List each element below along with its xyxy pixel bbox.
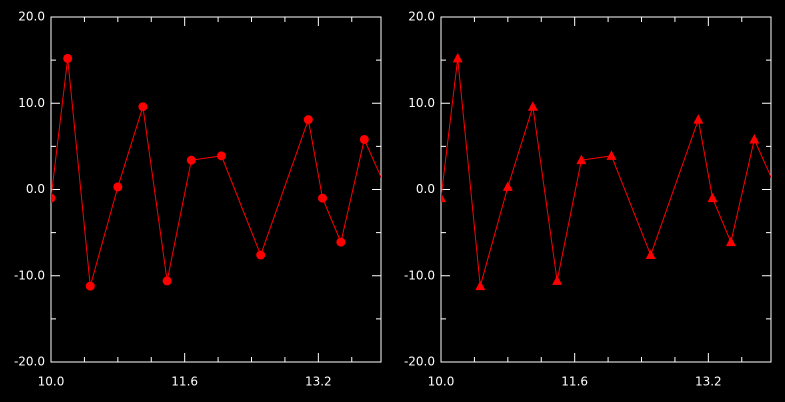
point <box>725 236 736 247</box>
y-tick-label: 20.0 <box>408 10 435 24</box>
y-tick-label: -10.0 <box>404 268 435 282</box>
point <box>113 182 123 192</box>
point <box>186 155 196 165</box>
point <box>303 115 313 125</box>
point <box>441 192 446 203</box>
y-tick-label: 10.0 <box>408 96 435 110</box>
point <box>576 154 587 165</box>
y-tick-label: 0.0 <box>26 182 45 196</box>
y-tick-label: -20.0 <box>14 355 45 369</box>
plot-area <box>441 52 785 291</box>
x-tick-label: 11.6 <box>561 375 588 389</box>
point <box>552 275 563 285</box>
point <box>51 193 56 203</box>
x-tick-label: 10.0 <box>38 375 65 389</box>
point <box>256 250 266 260</box>
point <box>779 200 785 210</box>
point <box>502 181 513 191</box>
x-tick-label: 13.2 <box>695 375 722 389</box>
y-tick-label: 10.0 <box>18 96 45 110</box>
plot-frame <box>440 16 772 363</box>
line <box>51 58 381 287</box>
point <box>452 52 463 63</box>
y-tick-label: 20.0 <box>18 10 45 24</box>
point <box>527 101 538 111</box>
x-tick-label: 10.0 <box>428 375 455 389</box>
point <box>318 193 328 203</box>
y-tick-label: -20.0 <box>404 355 435 369</box>
y-tick-label: -10.0 <box>14 268 45 282</box>
point <box>693 114 704 124</box>
point <box>85 281 95 291</box>
point <box>336 237 346 247</box>
point <box>216 151 226 161</box>
point <box>707 192 718 203</box>
point <box>749 133 760 144</box>
plot-frame <box>50 16 382 363</box>
line <box>441 58 771 287</box>
point <box>162 276 172 286</box>
point <box>138 102 148 112</box>
point <box>606 150 617 160</box>
point <box>359 134 369 144</box>
x-tick-label: 11.6 <box>171 375 198 389</box>
point <box>475 280 486 291</box>
plot-area <box>51 53 398 291</box>
point <box>389 201 398 210</box>
x-tick-label: 13.2 <box>305 375 332 389</box>
point <box>63 53 73 63</box>
y-tick-label: 0.0 <box>416 182 435 196</box>
point <box>645 249 656 260</box>
